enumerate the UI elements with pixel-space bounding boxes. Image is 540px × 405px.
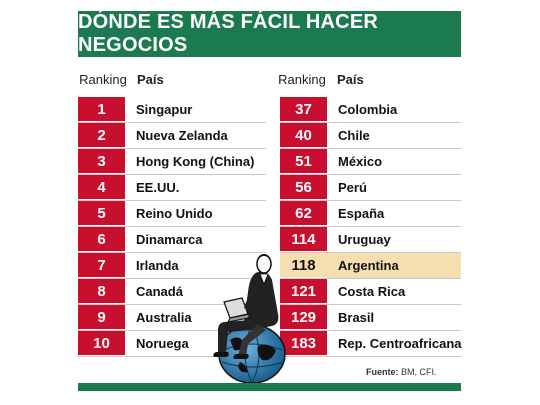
country-name: Dinamarca xyxy=(136,232,203,247)
rank-number: 2 xyxy=(78,123,125,148)
footer-bar xyxy=(78,383,461,391)
rank-number: 129 xyxy=(280,305,327,330)
rank-number: 118 xyxy=(280,253,327,278)
country-name: Hong Kong (China) xyxy=(136,154,255,169)
country-name: Brasil xyxy=(338,310,375,325)
rank-number: 1 xyxy=(78,97,125,122)
rank-number: 9 xyxy=(78,305,125,330)
right-table-row: 114 Uruguay xyxy=(280,227,461,253)
country-name: Singapur xyxy=(136,102,193,117)
rank-number: 37 xyxy=(280,97,327,122)
left-table-row: 4 EE.UU. xyxy=(78,175,266,201)
country-name: Chile xyxy=(338,128,370,143)
rank-number: 56 xyxy=(280,175,327,200)
right-table-row: 51 México xyxy=(280,149,461,175)
source-note: Fuente: BM, CFI. xyxy=(366,367,437,377)
country-name: Costa Rica xyxy=(338,284,406,299)
right-table-row: 129 Brasil xyxy=(280,305,461,331)
rank-number: 183 xyxy=(280,331,327,356)
businessman-on-globe-illustration xyxy=(213,254,286,384)
rank-number: 62 xyxy=(280,201,327,226)
right-table-row: 121 Costa Rica xyxy=(280,279,461,305)
left-table-row: 1 Singapur xyxy=(78,97,266,123)
country-name: Uruguay xyxy=(338,232,391,247)
country-header-left: País xyxy=(137,72,164,87)
rank-number: 4 xyxy=(78,175,125,200)
right-table-row: 37 Colombia xyxy=(280,97,461,123)
left-ranking-table: 1 Singapur 2 Nueva Zelanda 3 Hong Kong (China… xyxy=(78,97,266,357)
right-ranking-table: 37 Colombia 40 Chile 51 México 56 Perú 62 España 1… xyxy=(280,97,462,357)
rank-number: 10 xyxy=(78,331,125,356)
left-table-row: 5 Reino Unido xyxy=(78,201,266,227)
left-table-row: 7 Irlanda xyxy=(78,253,266,279)
country-name: Canadá xyxy=(136,284,183,299)
rank-number: 114 xyxy=(280,227,327,252)
country-name: Noruega xyxy=(136,336,189,351)
country-name: Australia xyxy=(136,310,192,325)
country-name: Reino Unido xyxy=(136,206,213,221)
country-name: Nueva Zelanda xyxy=(136,128,228,143)
rank-number: 3 xyxy=(78,149,125,174)
rank-number: 5 xyxy=(78,201,125,226)
rank-number: 51 xyxy=(280,149,327,174)
rank-number: 121 xyxy=(280,279,327,304)
right-table-row: 118 Argentina xyxy=(280,253,461,279)
left-table-row: 6 Dinamarca xyxy=(78,227,266,253)
rank-number: 7 xyxy=(78,253,125,278)
rank-number: 40 xyxy=(280,123,327,148)
country-name: EE.UU. xyxy=(136,180,180,195)
right-table-row: 183 Rep. Centroafricana xyxy=(280,331,462,357)
country-name: México xyxy=(338,154,383,169)
source-label: Fuente: xyxy=(366,367,399,377)
chart-title: DÓNDE ES MÁS FÁCIL HACER NEGOCIOS xyxy=(78,11,461,57)
left-table-row: 8 Canadá xyxy=(78,279,266,305)
country-name: Argentina xyxy=(338,258,399,273)
rank-number: 6 xyxy=(78,227,125,252)
source-text: BM, CFI. xyxy=(401,367,437,377)
country-name: España xyxy=(338,206,385,221)
country-name: Colombia xyxy=(338,102,398,117)
left-table-row: 2 Nueva Zelanda xyxy=(78,123,266,149)
rank-number: 8 xyxy=(78,279,125,304)
left-table-row: 10 Noruega xyxy=(78,331,266,357)
country-header-right: País xyxy=(337,72,364,87)
right-table-row: 62 España xyxy=(280,201,461,227)
country-name: Perú xyxy=(338,180,367,195)
left-table-row: 3 Hong Kong (China) xyxy=(78,149,266,175)
left-table-row: 9 Australia xyxy=(78,305,266,331)
country-name: Irlanda xyxy=(136,258,179,273)
right-table-row: 56 Perú xyxy=(280,175,461,201)
ranking-header-left: Ranking xyxy=(79,72,127,87)
right-table-row: 40 Chile xyxy=(280,123,461,149)
country-name: Rep. Centroafricana xyxy=(338,336,462,351)
ranking-header-right: Ranking xyxy=(278,72,326,87)
